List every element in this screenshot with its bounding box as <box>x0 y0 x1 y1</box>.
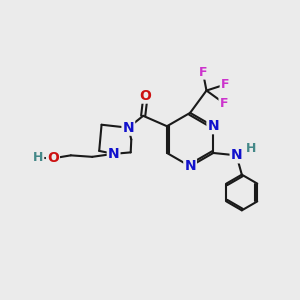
Text: H: H <box>246 142 256 155</box>
Text: O: O <box>47 151 59 165</box>
Text: N: N <box>122 121 134 135</box>
Text: N: N <box>108 147 119 161</box>
Text: O: O <box>140 88 152 103</box>
Text: N: N <box>184 159 196 173</box>
Text: H: H <box>33 151 43 164</box>
Text: F: F <box>220 78 229 91</box>
Text: F: F <box>220 97 228 110</box>
Text: F: F <box>199 66 207 79</box>
Text: N: N <box>208 119 219 133</box>
Text: N: N <box>231 148 242 162</box>
